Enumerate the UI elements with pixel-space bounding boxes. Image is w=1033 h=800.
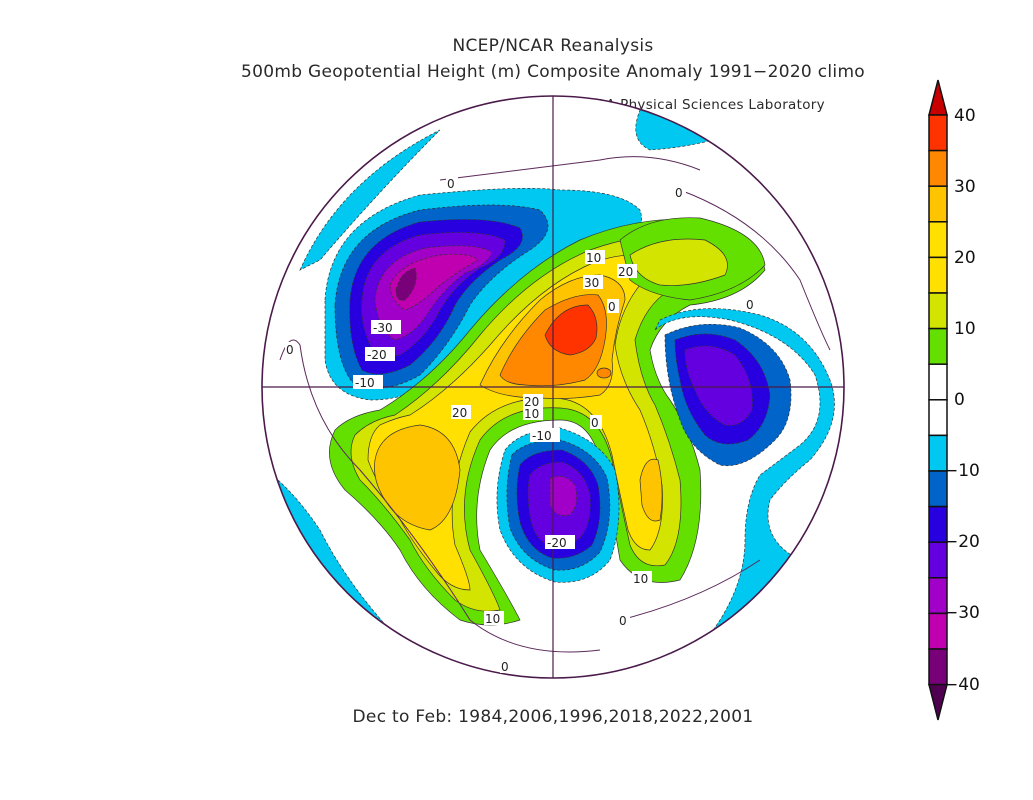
svg-text:10: 10 bbox=[524, 407, 539, 421]
contour-labels: -30 -20 -10 0 10 20 30 20 10 0 -10 -20 2… bbox=[285, 177, 757, 674]
svg-text:-20: -20 bbox=[547, 536, 567, 550]
colorbar-top-arrow bbox=[928, 79, 948, 116]
svg-text:10: 10 bbox=[633, 572, 648, 586]
chart-title: NCEP/NCAR Reanalysis bbox=[452, 36, 654, 56]
svg-text:-30: -30 bbox=[373, 321, 393, 335]
colorbar-tick: 40 bbox=[954, 106, 976, 126]
colorbar-tick: −10 bbox=[944, 461, 980, 481]
zero-contours bbox=[279, 156, 831, 653]
colorbar-tick: −30 bbox=[944, 603, 980, 623]
arctic-high bbox=[329, 218, 766, 626]
svg-text:0: 0 bbox=[608, 300, 616, 314]
svg-text:-10: -10 bbox=[355, 376, 375, 390]
date-caption: Dec to Feb: 1984,2006,1996,2018,2022,200… bbox=[352, 707, 754, 727]
colorbar-tick: 0 bbox=[954, 390, 965, 410]
svg-text:20: 20 bbox=[524, 395, 539, 409]
pacific-low bbox=[324, 187, 642, 401]
canada-low bbox=[496, 427, 620, 583]
colorbar-tick: 20 bbox=[954, 248, 976, 268]
colorbar-tick: 10 bbox=[954, 319, 976, 339]
colorbar-tick: −20 bbox=[944, 532, 980, 552]
svg-text:10: 10 bbox=[586, 251, 601, 265]
svg-text:0: 0 bbox=[447, 177, 455, 191]
svg-text:30: 30 bbox=[584, 276, 599, 290]
colorbar-tick: −40 bbox=[944, 675, 980, 695]
svg-text:20: 20 bbox=[618, 265, 633, 279]
colorbar-tick: 30 bbox=[954, 177, 976, 197]
svg-text:0: 0 bbox=[286, 343, 294, 357]
svg-text:-20: -20 bbox=[367, 348, 387, 362]
svg-text:20: 20 bbox=[452, 406, 467, 420]
map-boundary bbox=[261, 95, 845, 679]
svg-text:0: 0 bbox=[619, 614, 627, 628]
svg-text:0: 0 bbox=[675, 186, 683, 200]
chart-subtitle: 500mb Geopotential Height (m) Composite … bbox=[240, 62, 866, 82]
svg-text:0: 0 bbox=[591, 416, 599, 430]
svg-text:10: 10 bbox=[485, 612, 500, 626]
svg-text:0: 0 bbox=[746, 298, 754, 312]
svg-text:-10: -10 bbox=[532, 429, 552, 443]
colorbar-bottom-arrow bbox=[928, 683, 948, 721]
svg-text:0: 0 bbox=[501, 660, 509, 674]
